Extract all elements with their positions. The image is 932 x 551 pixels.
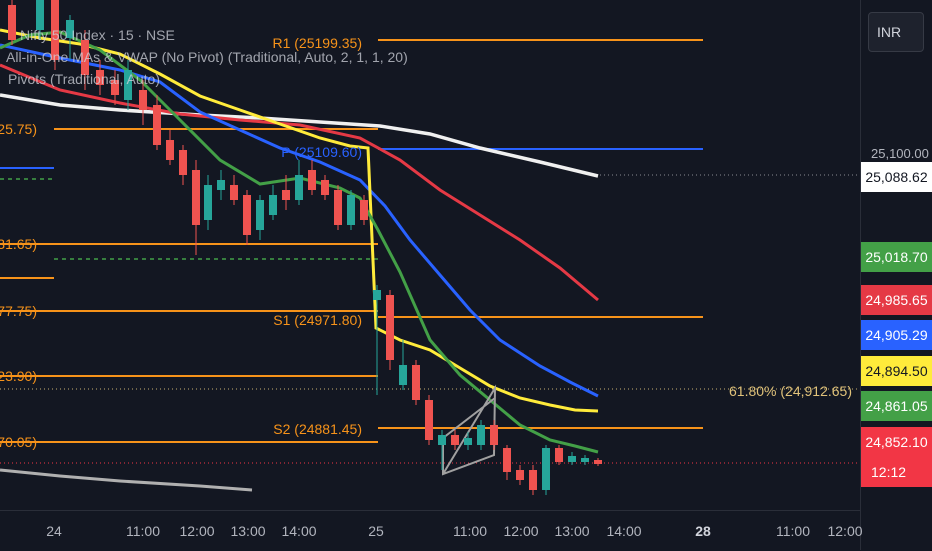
candle-body bbox=[256, 200, 264, 230]
candle-body bbox=[153, 105, 161, 145]
time-label: 13:00 bbox=[554, 523, 590, 539]
candle-body bbox=[204, 185, 212, 220]
candle-body bbox=[81, 40, 89, 75]
pivot-left5-label: 870.05) bbox=[0, 434, 37, 450]
candle-body bbox=[166, 140, 174, 160]
candle-body bbox=[179, 150, 187, 175]
candle-body bbox=[96, 70, 104, 85]
candle-body bbox=[477, 425, 485, 445]
candle-body bbox=[373, 290, 381, 300]
candle-body bbox=[139, 90, 147, 110]
candle-body bbox=[243, 195, 251, 235]
blue-ma-line bbox=[0, 43, 599, 398]
pivot-left3-label: 977.75) bbox=[0, 303, 37, 319]
price-tag-blue: 24,905.29 bbox=[861, 320, 932, 350]
candle-body bbox=[399, 365, 407, 385]
candle-body bbox=[217, 180, 225, 190]
time-label: 25 bbox=[368, 523, 384, 539]
candlestick-series bbox=[8, 0, 602, 495]
time-label: 11:00 bbox=[453, 523, 487, 539]
candle-body bbox=[581, 458, 589, 462]
price-tick: 25,100.00 bbox=[871, 146, 929, 161]
green-ma-line bbox=[0, 30, 599, 454]
candle-body bbox=[295, 175, 303, 200]
time-label: 12:00 bbox=[827, 523, 863, 539]
fib-drawing bbox=[442, 384, 497, 476]
candle-body bbox=[36, 0, 44, 30]
time-axis[interactable]: 24 11:00 12:00 13:00 14:00 25 11:00 12:00 13:00 1… bbox=[0, 510, 863, 551]
candle-body bbox=[66, 20, 74, 38]
candle-body bbox=[542, 448, 550, 490]
white-ma-line bbox=[0, 93, 599, 178]
candle-body bbox=[594, 460, 602, 464]
candle-body bbox=[192, 170, 200, 225]
candle-body bbox=[503, 448, 511, 472]
candle-body bbox=[282, 190, 290, 200]
currency-button[interactable]: INR bbox=[868, 12, 924, 52]
time-label: 11:00 bbox=[126, 523, 160, 539]
price-tag-last: 24,852.10 bbox=[861, 427, 932, 457]
candle-body bbox=[568, 456, 576, 462]
pivot-left1-label: 125.75) bbox=[0, 121, 37, 137]
candle-body bbox=[516, 470, 524, 480]
candle-body bbox=[347, 195, 355, 225]
candle-body bbox=[386, 295, 394, 360]
candle-body bbox=[321, 180, 329, 195]
price-tag-red: 24,985.65 bbox=[861, 285, 932, 315]
candle-body bbox=[555, 448, 563, 462]
pivot-s2-label: S2 (24881.45) bbox=[273, 421, 362, 437]
candle-body bbox=[334, 190, 342, 225]
yellow-ma-line bbox=[0, 28, 599, 413]
time-label: 24 bbox=[46, 523, 62, 539]
countdown-tag: 12:12 bbox=[861, 457, 932, 487]
candle-body bbox=[360, 200, 368, 220]
price-tag-white: 25,088.62 bbox=[861, 162, 932, 192]
candle-body bbox=[412, 365, 420, 400]
candle-body bbox=[425, 400, 433, 440]
red-ma-line bbox=[0, 63, 599, 302]
pivot-lines bbox=[0, 39, 703, 443]
time-label: 11:00 bbox=[776, 523, 810, 539]
price-tag-green: 25,018.70 bbox=[861, 242, 932, 272]
pivot-r1-label: R1 (25199.35) bbox=[272, 35, 362, 51]
candle-body bbox=[269, 195, 277, 215]
pivot-p-label: P (25109.60) bbox=[281, 144, 362, 160]
candle-body bbox=[230, 185, 238, 200]
time-label: 12:00 bbox=[179, 523, 215, 539]
candle-body bbox=[464, 438, 472, 445]
candle-body bbox=[8, 5, 16, 40]
candle-body bbox=[438, 435, 446, 445]
grey-ma-line bbox=[0, 468, 253, 492]
pivot-left2-label: 031.65) bbox=[0, 236, 37, 252]
price-tag-green2: 24,861.05 bbox=[861, 391, 932, 421]
candle-body bbox=[451, 435, 459, 445]
time-label: 28 bbox=[695, 523, 711, 539]
time-label: 13:00 bbox=[230, 523, 266, 539]
price-tag-yellow: 24,894.50 bbox=[861, 356, 932, 386]
time-label: 12:00 bbox=[503, 523, 539, 539]
candle-body bbox=[124, 70, 132, 100]
fib-label: 61.80% (24,912.65) bbox=[729, 383, 852, 399]
candle-body bbox=[490, 425, 498, 445]
candle-body bbox=[51, 0, 59, 60]
candle-body bbox=[111, 80, 119, 95]
price-chart[interactable]: R1 (25199.35) P (25109.60) S1 (24971.80)… bbox=[0, 0, 860, 510]
time-label: 14:00 bbox=[606, 523, 642, 539]
candle-body bbox=[308, 170, 316, 190]
pivot-left4-label: 923.90) bbox=[0, 368, 37, 384]
time-label: 14:00 bbox=[281, 523, 317, 539]
candle-body bbox=[529, 470, 537, 490]
pivot-s1-label: S1 (24971.80) bbox=[273, 312, 362, 328]
